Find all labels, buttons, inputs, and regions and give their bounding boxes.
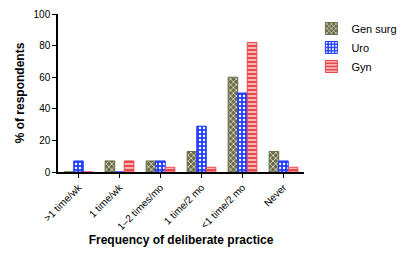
- svg-text:Frequency of deliberate practi: Frequency of deliberate practice: [89, 233, 274, 247]
- svg-text:1 time/2 mo: 1 time/2 mo: [162, 182, 207, 227]
- svg-text:1–2 times/mo: 1–2 times/mo: [115, 182, 166, 233]
- svg-text:Never: Never: [262, 181, 289, 208]
- svg-text:% of respondents: % of respondents: [13, 42, 27, 143]
- svg-text:1 time/wk: 1 time/wk: [87, 181, 125, 219]
- svg-text:60: 60: [39, 72, 51, 83]
- svg-text:<1 time/2 mo: <1 time/2 mo: [199, 182, 248, 231]
- svg-text:0: 0: [45, 167, 51, 178]
- svg-text:40: 40: [39, 103, 51, 114]
- svg-text:Uro: Uro: [351, 42, 369, 54]
- svg-text:100: 100: [34, 9, 51, 20]
- svg-text:Gyn: Gyn: [351, 61, 371, 73]
- svg-text:20: 20: [39, 135, 51, 146]
- svg-text:80: 80: [39, 40, 51, 51]
- svg-text:>1 time/wk: >1 time/wk: [42, 181, 84, 223]
- svg-text:Gen surg: Gen surg: [351, 23, 396, 35]
